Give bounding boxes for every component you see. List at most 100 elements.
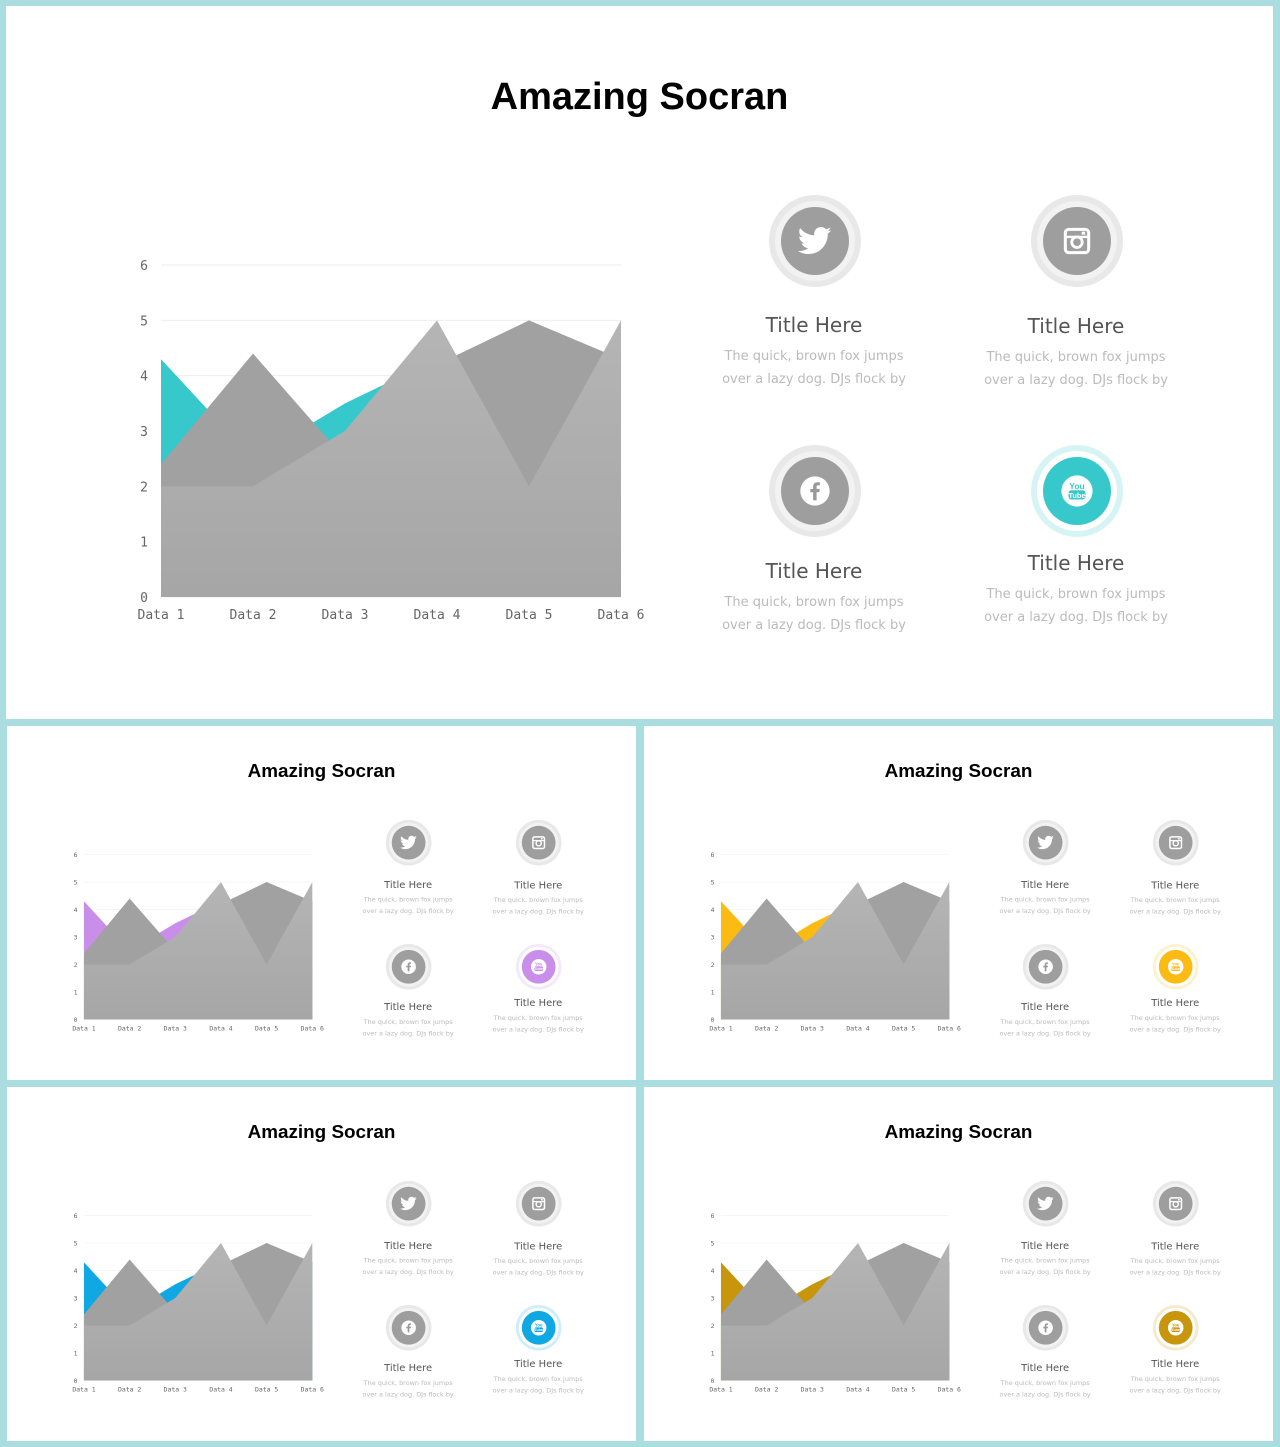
item-title: Title Here — [1027, 314, 1125, 338]
y-tick-label: 5 — [74, 879, 78, 887]
item-title: Title Here — [514, 1239, 563, 1252]
x-tick-label: Data 4 — [846, 1385, 869, 1393]
y-tick-label: 2 — [140, 480, 148, 495]
info-item: Title Here The quick, brown fox jumps ove… — [1126, 879, 1225, 918]
x-tick-label: Data 4 — [209, 1385, 232, 1393]
y-tick-label: 5 — [74, 1240, 78, 1248]
twitter-badge[interactable] — [1022, 1180, 1069, 1227]
facebook-badge[interactable] — [1022, 943, 1069, 990]
item-title: Title Here — [1021, 1361, 1070, 1374]
area-series-3 — [161, 320, 621, 597]
x-tick-label: Data 6 — [938, 1385, 961, 1393]
info-item: Title Here The quick, brown fox jumps ove… — [358, 1362, 457, 1401]
item-title: Title Here — [1151, 878, 1200, 891]
y-tick-label: 0 — [711, 1377, 715, 1385]
facebook-badge[interactable] — [1022, 1304, 1069, 1351]
twitter-badge[interactable] — [769, 195, 861, 287]
item-description: The quick, brown fox jumps over a lazy d… — [362, 1257, 454, 1277]
twitter-icon — [391, 1186, 426, 1221]
info-item: Title Here The quick, brown fox jumps ove… — [1126, 1240, 1225, 1279]
twitter-icon — [1028, 1186, 1063, 1221]
youtube-icon: You Tube — [521, 1310, 556, 1345]
instagram-badge[interactable] — [1152, 819, 1199, 866]
y-tick-label: 3 — [74, 933, 78, 941]
slide-yellow: Amazing Socran 0 1 2 3 4 5 6 Data 1 Data 2 Data 3 D… — [644, 726, 1273, 1080]
youtube-badge[interactable]: You Tube — [1152, 943, 1199, 990]
item-description: The quick, brown fox jumps over a lazy d… — [984, 587, 1168, 625]
item-description: The quick, brown fox jumps over a lazy d… — [722, 595, 906, 633]
facebook-badge[interactable] — [385, 1304, 432, 1351]
youtube-badge[interactable]: You Tube — [515, 1304, 562, 1351]
area-chart: 0 1 2 3 4 5 6 Data 1 Data 2 Data 3 Data 4 Data 5 Dat… — [709, 1212, 961, 1393]
x-tick-label: Data 2 — [118, 1024, 141, 1032]
x-tick-label: Data 3 — [164, 1024, 187, 1032]
slide-blue: Amazing Socran 0 1 2 3 4 5 6 Data 1 Data 2 Data 3 D… — [7, 1087, 636, 1441]
svg-text:Tube: Tube — [534, 967, 542, 971]
svg-text:Tube: Tube — [1171, 1328, 1179, 1332]
y-tick-label: 3 — [711, 1294, 715, 1302]
y-tick-label: 5 — [711, 1240, 715, 1248]
item-description: The quick, brown fox jumps over a lazy d… — [722, 349, 906, 387]
item-title: Title Here — [1151, 1239, 1200, 1252]
instagram-icon — [521, 1186, 556, 1221]
area-chart: 0 1 2 3 4 5 6 Data 1 Data 2 Data 3 Data 4 Data 5 Dat… — [138, 259, 645, 623]
y-tick-label: 5 — [711, 879, 715, 887]
x-tick-label: Data 3 — [322, 608, 369, 623]
y-tick-label: 0 — [74, 1377, 78, 1385]
instagram-badge[interactable] — [1152, 1180, 1199, 1227]
item-title: Title Here — [384, 878, 433, 891]
x-tick-label: Data 4 — [846, 1024, 869, 1032]
info-item: Title Here The quick, brown fox jumps ove… — [995, 878, 1094, 917]
item-description: The quick, brown fox jumps over a lazy d… — [1129, 1014, 1221, 1034]
x-tick-label: Data 3 — [801, 1385, 824, 1393]
twitter-badge[interactable] — [385, 819, 432, 866]
item-title: Title Here — [1021, 1000, 1070, 1013]
y-tick-label: 3 — [74, 1294, 78, 1302]
slide-main: Amazing Socran 0 1 2 3 4 5 6 Data 1 Data 2 Data 3 D… — [6, 6, 1273, 719]
area-chart: 0 1 2 3 4 5 6 Data 1 Data 2 Data 3 Data 4 Data 5 Dat… — [709, 851, 961, 1032]
info-item: Title Here The quick, brown fox jumps ove… — [976, 314, 1176, 392]
item-description: The quick, brown fox jumps over a lazy d… — [492, 1014, 584, 1034]
area-chart: 0 1 2 3 4 5 6 Data 1 Data 2 Data 3 Data 4 Data 5 Dat… — [72, 1212, 324, 1393]
x-tick-label: Data 5 — [506, 608, 553, 623]
instagram-icon — [1158, 825, 1193, 860]
x-tick-label: Data 1 — [72, 1385, 95, 1393]
svg-text:Tube: Tube — [534, 1328, 542, 1332]
youtube-icon: You Tube — [1158, 1310, 1193, 1345]
twitter-badge[interactable] — [1022, 819, 1069, 866]
item-description: The quick, brown fox jumps over a lazy d… — [492, 1375, 584, 1395]
instagram-badge[interactable] — [1031, 195, 1123, 287]
instagram-icon — [521, 825, 556, 860]
svg-text:Tube: Tube — [1171, 967, 1179, 971]
instagram-badge[interactable] — [515, 819, 562, 866]
y-tick-label: 6 — [74, 1212, 78, 1220]
x-tick-label: Data 3 — [164, 1385, 187, 1393]
y-tick-label: 1 — [74, 988, 78, 996]
info-item: Title Here The quick, brown fox jumps ove… — [995, 1362, 1094, 1401]
twitter-badge[interactable] — [385, 1180, 432, 1227]
x-tick-label: Data 1 — [72, 1024, 95, 1032]
svg-text:Tube: Tube — [1068, 491, 1085, 500]
youtube-badge[interactable]: You Tube — [1031, 445, 1123, 537]
slide-title: Amazing Socran — [247, 1121, 396, 1143]
svg-text:You: You — [1069, 481, 1084, 491]
youtube-badge[interactable]: You Tube — [1152, 1304, 1199, 1351]
x-tick-label: Data 6 — [301, 1024, 324, 1032]
x-tick-label: Data 6 — [938, 1024, 961, 1032]
facebook-badge[interactable] — [385, 943, 432, 990]
x-tick-label: Data 4 — [209, 1024, 232, 1032]
slide-title: Amazing Socran — [247, 760, 396, 782]
youtube-badge[interactable]: You Tube — [515, 943, 562, 990]
instagram-badge[interactable] — [515, 1180, 562, 1227]
item-description: The quick, brown fox jumps over a lazy d… — [1129, 1257, 1221, 1277]
svg-text:You: You — [1172, 1323, 1180, 1328]
item-title: Title Here — [514, 1357, 563, 1370]
twitter-icon — [391, 825, 426, 860]
svg-text:You: You — [535, 962, 543, 967]
y-tick-label: 1 — [711, 988, 715, 996]
info-item: Title Here The quick, brown fox jumps ove… — [489, 1240, 588, 1279]
info-item: Title Here The quick, brown fox jumps ove… — [358, 1001, 457, 1040]
facebook-badge[interactable] — [769, 445, 861, 537]
item-description: The quick, brown fox jumps over a lazy d… — [984, 350, 1168, 388]
svg-text:You: You — [1172, 962, 1180, 967]
